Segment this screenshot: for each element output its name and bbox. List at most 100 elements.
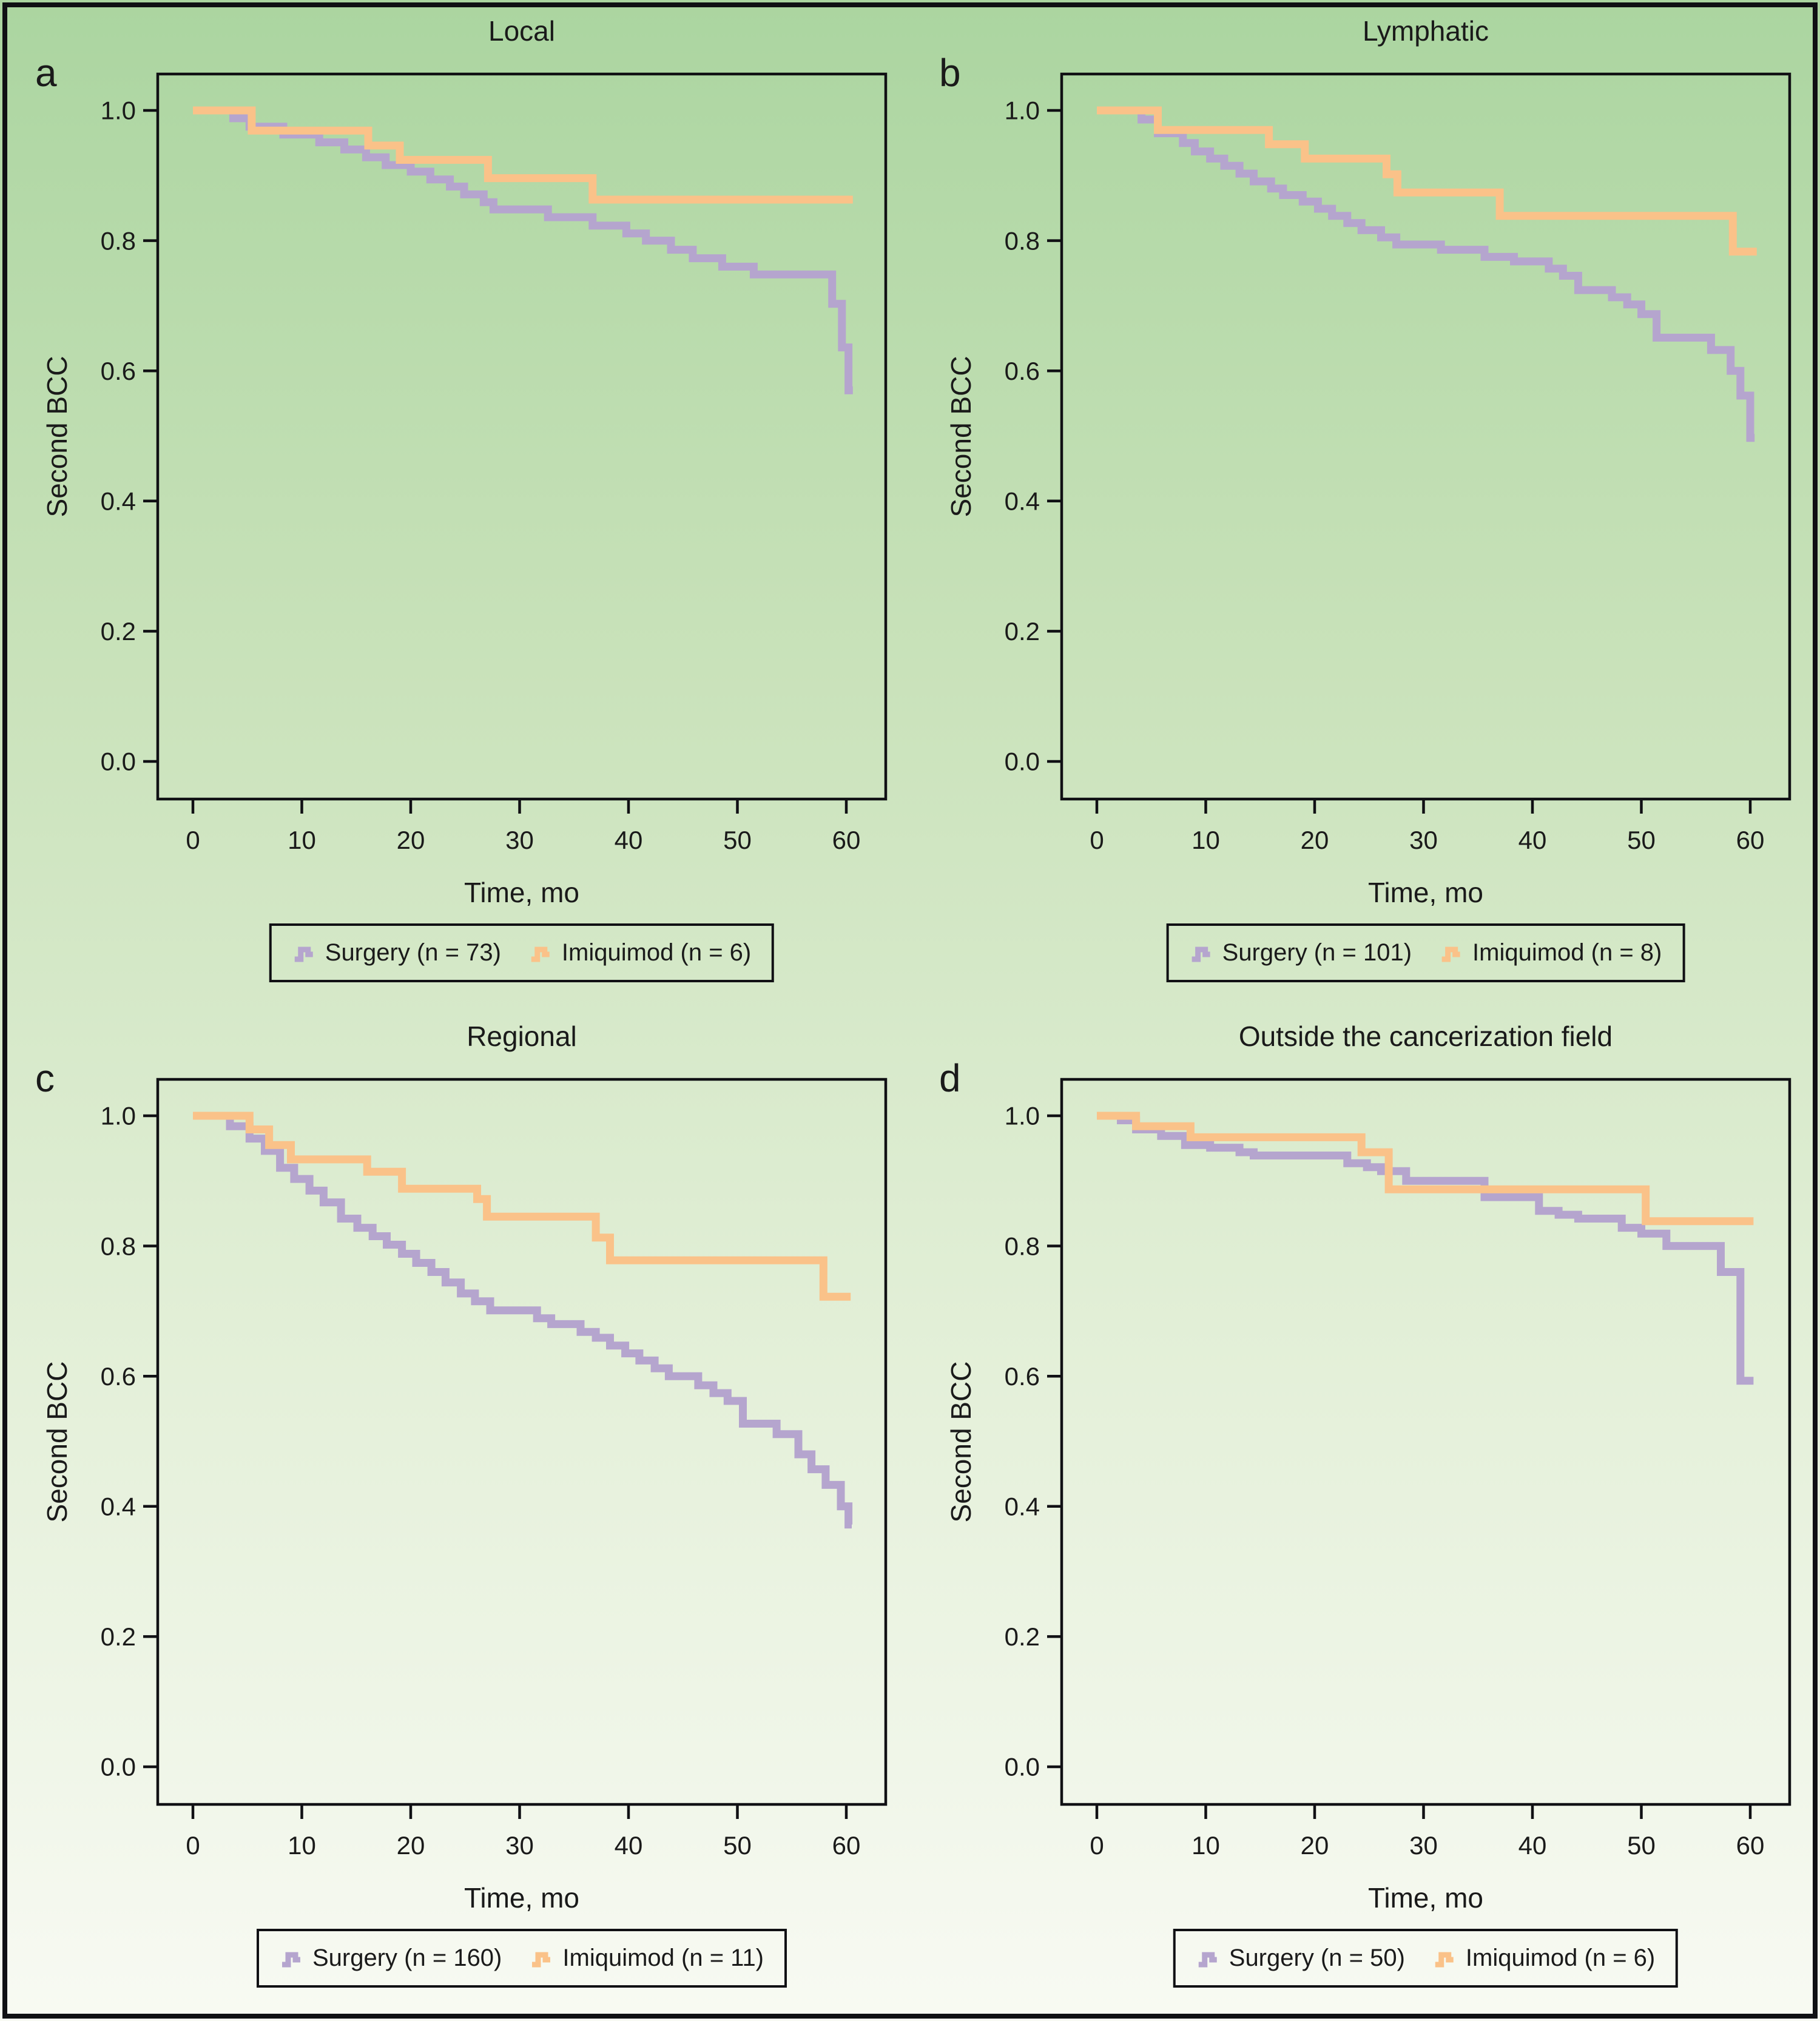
legend-item-imiquimod: Imiquimod (n = 6): [1433, 1945, 1655, 1972]
panel-title-lymphatic: Lymphatic: [1363, 15, 1489, 47]
y-tick-label: 0.2: [101, 1622, 136, 1651]
x-tick-label: 50: [723, 1831, 752, 1860]
imiquimod-km-curve: [1097, 1112, 1754, 1226]
y-tick-label: 0.4: [1005, 487, 1040, 516]
y-axis-label: Second BCC: [945, 1361, 977, 1523]
legend-item-surgery: Surgery (n = 73): [292, 939, 501, 967]
x-tick-label: 0: [1090, 826, 1104, 854]
panel-c: c Regional 1.0 0.8 0.6 0.4 0.2 0.0 0 10 20 30 40 50…: [6, 1011, 910, 2016]
y-tick-label: 0.8: [1005, 226, 1040, 255]
x-tick-label: 30: [505, 826, 534, 854]
legend-item-surgery: Surgery (n = 50): [1196, 1945, 1405, 1972]
legend-item-surgery: Surgery (n = 160): [280, 1945, 502, 1972]
km-plot-regional: 1.0 0.8 0.6 0.4 0.2 0.0 0 10 20 30 40 50 60 Time, mo S…: [41, 1078, 888, 1914]
x-tick-label: 10: [1191, 1831, 1220, 1860]
panel-title-regional: Regional: [467, 1021, 577, 1052]
y-tick-label: 0.6: [1005, 1362, 1040, 1391]
plot-box: [156, 72, 888, 801]
imiquimod-step-icon: [1442, 946, 1461, 962]
x-tick-label: 0: [1090, 1831, 1104, 1860]
legend-label-imiquimod: Imiquimod (n = 11): [562, 1945, 764, 1971]
x-tick-label: 20: [1301, 1831, 1329, 1860]
panel-a: a Local 1.0 0.8 0.6 0.4 0.2 0.0 0 10 20 30 40 50 60 T…: [6, 6, 910, 1010]
legend-label-imiquimod: Imiquimod (n = 6): [561, 939, 752, 966]
y-tick-label: 0.6: [101, 1362, 136, 1391]
x-tick-label: 10: [1191, 826, 1220, 854]
x-tick-label: 40: [1518, 1831, 1547, 1860]
y-tick-label: 1.0: [1005, 96, 1040, 125]
x-tick-label: 10: [288, 1831, 316, 1860]
surgery-step-icon: [281, 1952, 300, 1967]
x-tick-label: 30: [1409, 826, 1438, 854]
x-tick-label: 60: [832, 826, 861, 854]
x-tick-label: 30: [1409, 1831, 1438, 1860]
y-axis-label: Second BCC: [945, 356, 977, 518]
legend-regional: Surgery (n = 160) Imiquimod (n = 11): [256, 1929, 787, 1988]
x-tick-label: 30: [505, 1831, 534, 1860]
legend-label-surgery: Surgery (n = 73): [325, 939, 501, 966]
surgery-km-curve: [193, 1112, 853, 1529]
surgery-km-curve: [193, 106, 853, 394]
surgery-km-curve: [1097, 1112, 1754, 1385]
x-tick-label: 10: [288, 826, 316, 854]
x-tick-label: 60: [1736, 826, 1765, 854]
x-tick-label: 40: [1518, 826, 1547, 854]
plot-box: [1060, 1078, 1791, 1806]
legend-item-surgery: Surgery (n = 101): [1190, 939, 1412, 967]
panel-letter-c: c: [35, 1056, 55, 1100]
x-tick-label: 50: [1627, 826, 1656, 854]
km-plot-outside-field: 1.0 0.8 0.6 0.4 0.2 0.0 0 10 20 30 40 50 60 Time, mo S…: [945, 1078, 1791, 1914]
imiquimod-step-icon: [531, 946, 550, 962]
imiquimod-km-curve: [193, 1112, 851, 1301]
y-tick-label: 0.4: [101, 487, 136, 516]
panel-letter-d: d: [939, 1056, 961, 1100]
legend-label-imiquimod: Imiquimod (n = 8): [1472, 939, 1662, 966]
x-tick-label: 0: [186, 1831, 200, 1860]
imiquimod-km-curve: [193, 106, 853, 204]
panel-title-outside-field: Outside the cancerization field: [1238, 1021, 1613, 1052]
y-tick-label: 0.4: [1005, 1493, 1040, 1521]
x-tick-label: 20: [1301, 826, 1329, 854]
surgery-step-icon: [1198, 1952, 1217, 1967]
legend-lymphatic: Surgery (n = 101) Imiquimod (n = 8): [1166, 923, 1685, 982]
imiquimod-km-curve: [1097, 106, 1757, 256]
imiquimod-step-icon: [1435, 1952, 1454, 1967]
x-tick-label: 60: [832, 1831, 861, 1860]
km-plot-lymphatic: 1.0 0.8 0.6 0.4 0.2 0.0 0 10 20 30 40 50 60 Time, mo S…: [945, 72, 1791, 908]
y-axis-label: Second BCC: [41, 1361, 73, 1523]
y-tick-label: 1.0: [101, 1102, 136, 1130]
x-tick-label: 20: [397, 826, 425, 854]
legend-local: Surgery (n = 73) Imiquimod (n = 6): [269, 923, 775, 982]
panel-d: d Outside the cancerization field 1.0 0.8…: [910, 1011, 1814, 2016]
y-tick-label: 0.8: [101, 1232, 136, 1260]
y-tick-label: 0.0: [1005, 1753, 1040, 1781]
y-tick-label: 0.0: [1005, 747, 1040, 776]
panel-letter-a: a: [35, 51, 57, 95]
x-tick-label: 20: [397, 1831, 425, 1860]
panel-letter-b: b: [939, 51, 961, 95]
surgery-step-icon: [294, 946, 313, 962]
imiquimod-step-icon: [532, 1952, 551, 1967]
panel-title-local: Local: [488, 15, 555, 47]
x-tick-label: 50: [723, 826, 752, 854]
y-tick-label: 0.0: [101, 1753, 136, 1781]
y-tick-label: 0.8: [101, 226, 136, 255]
panel-b: b Lymphatic 1.0 0.8 0.6 0.4 0.2 0.0 0 10 20 30 40 5…: [910, 6, 1814, 1010]
x-axis-label: Time, mo: [1368, 877, 1483, 908]
legend-item-imiquimod: Imiquimod (n = 11): [530, 1945, 764, 1972]
y-tick-label: 0.8: [1005, 1232, 1040, 1260]
x-tick-label: 0: [186, 826, 200, 854]
y-tick-label: 0.6: [1005, 357, 1040, 385]
x-tick-label: 50: [1627, 1831, 1656, 1860]
x-axis-label: Time, mo: [1368, 1882, 1483, 1914]
y-tick-label: 1.0: [101, 96, 136, 125]
y-tick-label: 0.6: [101, 357, 136, 385]
x-axis-label: Time, mo: [464, 1882, 579, 1914]
x-tick-label: 60: [1736, 1831, 1765, 1860]
y-tick-label: 0.0: [101, 747, 136, 776]
plot-box: [156, 1078, 888, 1806]
legend-label-surgery: Surgery (n = 160): [312, 1945, 502, 1971]
surgery-step-icon: [1191, 946, 1210, 962]
y-tick-label: 0.4: [101, 1493, 136, 1521]
x-tick-label: 40: [615, 1831, 643, 1860]
